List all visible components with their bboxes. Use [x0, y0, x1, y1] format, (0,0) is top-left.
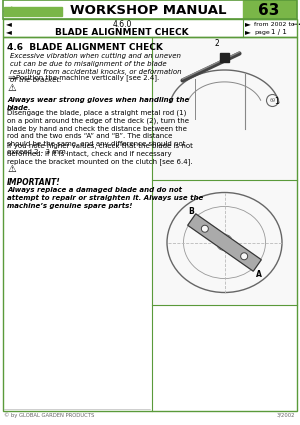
Text: ►: ►	[245, 28, 251, 37]
Circle shape	[201, 225, 208, 232]
Text: Position the machine vertically [see 2.4].: Position the machine vertically [see 2.4…	[16, 75, 159, 81]
Text: ⚠: ⚠	[8, 164, 17, 174]
Bar	[220, 53, 229, 62]
Bar	[3, 37, 297, 411]
Text: Disengage the blade, place a straight metal rod (1)
on a point around the edge o: Disengage the blade, place a straight me…	[7, 109, 189, 155]
Text: from 2002 to: from 2002 to	[254, 22, 295, 26]
Text: 2: 2	[214, 39, 219, 48]
Text: 4.6.0: 4.6.0	[112, 20, 132, 28]
Polygon shape	[4, 7, 12, 16]
Text: © by GLOBAL GARDEN PRODUCTS: © by GLOBAL GARDEN PRODUCTS	[4, 412, 94, 418]
Text: 1: 1	[274, 96, 279, 105]
Text: Excessive vibration when cutting and an uneven
cut can be due to misalignment of: Excessive vibration when cutting and an …	[10, 53, 182, 82]
Text: Always wear strong gloves when handling the
blade.: Always wear strong gloves when handling …	[7, 97, 189, 111]
Bar	[188, 214, 261, 271]
Text: WORKSHOP MANUAL: WORKSHOP MANUAL	[70, 3, 226, 17]
Text: A: A	[256, 270, 262, 279]
Text: ⇒: ⇒	[7, 73, 15, 83]
Text: IMPORTANT!: IMPORTANT!	[7, 178, 61, 187]
Text: 4.6  BLADE ALIGNMENT CHECK: 4.6 BLADE ALIGNMENT CHECK	[7, 43, 163, 52]
Text: ►: ►	[245, 20, 251, 28]
Text: page: page	[254, 29, 270, 34]
Bar	[152, 37, 297, 180]
Text: 69: 69	[269, 98, 276, 103]
Text: 3/2002: 3/2002	[277, 413, 295, 417]
Text: ◄: ◄	[6, 28, 12, 37]
Text: Always replace a damaged blade and do not
attempt to repair or straighten it. Al: Always replace a damaged blade and do no…	[7, 187, 203, 209]
Text: ⚠: ⚠	[8, 83, 17, 93]
Bar	[243, 0, 296, 19]
Bar	[3, 0, 297, 19]
Text: •••••: •••••	[291, 22, 300, 26]
Text: BLADE ALIGNMENT CHECK: BLADE ALIGNMENT CHECK	[55, 28, 189, 37]
Bar	[4, 7, 62, 16]
Text: If you note higher values, check that the blade is not
deformed. If it is intact: If you note higher values, check that th…	[7, 143, 193, 165]
Text: ◄: ◄	[6, 20, 12, 28]
Bar	[152, 180, 297, 305]
Text: B: B	[188, 207, 194, 216]
Bar	[3, 19, 297, 37]
Circle shape	[241, 253, 248, 260]
Bar	[188, 214, 261, 271]
Text: 63: 63	[258, 3, 280, 17]
Text: 1 / 1: 1 / 1	[271, 29, 287, 35]
